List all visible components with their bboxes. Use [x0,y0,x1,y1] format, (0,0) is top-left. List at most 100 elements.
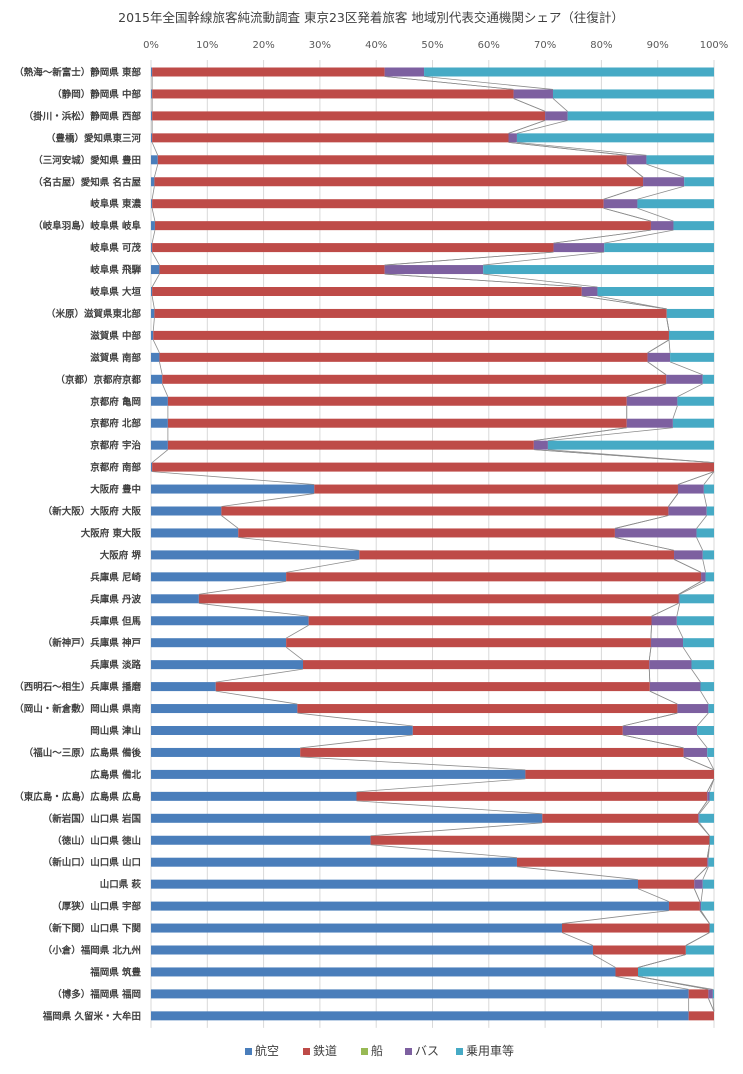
series-line [151,208,156,222]
bar-segment [553,243,605,253]
bar-segment [152,111,546,121]
series-line [516,866,639,881]
series-line [370,844,517,859]
bar-segment [151,1011,689,1021]
series-line [676,603,681,617]
series-line [597,295,667,310]
bar-segment [707,791,710,801]
bar-segment [592,945,686,955]
bar-segment [159,352,648,362]
bar-segment [151,857,517,867]
x-tick-label: 100% [700,40,729,51]
series-line [691,668,701,683]
bar-segment [314,484,678,494]
series-line [286,559,360,573]
bar-segment [533,440,548,450]
bar-segment [597,287,714,296]
bar-segment [705,572,714,582]
series-line [513,98,546,112]
series-line [151,186,155,200]
bar-segment [684,177,714,187]
bar-segment [668,506,707,516]
series-line [648,647,652,661]
category-label: （福山～三原）広島県 備後 [24,747,142,759]
legend-swatch [456,1048,463,1055]
bar-segment [238,528,615,538]
bar-segment [151,111,153,121]
bar-segment [151,352,160,362]
category-label: （博多）福岡県 福岡 [52,988,141,1000]
bar-segment [626,396,678,406]
bar-segment [668,330,714,340]
series-line [676,625,684,639]
bar-segment [151,133,153,143]
series-line [649,690,678,705]
bar-segment [151,265,160,275]
series-line [648,669,651,683]
category-label: 広島県 備北 [90,769,141,781]
x-tick-label: 70% [534,40,556,51]
bar-segment [151,835,371,845]
bar-segment [677,484,704,494]
series-line [384,251,554,266]
x-tick-label: 30% [309,40,331,51]
bar-segment [646,155,714,165]
series-line [285,624,309,639]
bar-segment [697,726,714,735]
series-line [285,646,304,661]
series-line [673,559,702,573]
category-label: （岡山・新倉敷）岡山県 県南 [14,703,141,715]
bar-segment [157,155,627,165]
bar-segment [702,374,714,384]
category-label: （熱海～新富士）静岡県 東部 [14,67,141,79]
x-tick-label: 0% [143,40,159,51]
bar-segment [151,177,155,187]
series-line [647,339,670,354]
series-line [300,756,526,771]
bar-segment [167,396,627,406]
bar-segment [552,89,714,99]
series-line [356,800,543,815]
bar-segment [151,528,239,538]
category-label: 大阪府 豊中 [90,484,141,496]
legend: 航空 鉄道 船 バス 乗用車等 [245,1043,514,1058]
bar-segment [370,835,710,845]
bar-segment [516,857,708,867]
bar-segment [637,967,714,977]
x-tick-label: 50% [421,40,443,51]
bar-segment [637,879,695,889]
category-label: （静岡）静岡県 中部 [52,88,141,100]
bar-segment [151,638,287,648]
legend-label: 航空 [255,1043,279,1058]
category-label: （米原）滋賀県東北部 [46,308,142,320]
bar-segment [356,791,708,801]
series-line [699,800,710,815]
series-line [152,339,160,354]
bar-segment [167,440,534,450]
series-line [682,646,692,661]
series-line [672,405,678,419]
bar-segment [151,901,669,911]
bar-segment [649,660,692,670]
category-label: 福岡県 久留米・大牟田 [42,1010,141,1022]
bar-segment [516,133,714,143]
bar-segment [151,791,357,801]
category-label: （掛川・浜松）静岡県 西部 [24,110,142,122]
legend-swatch [245,1048,252,1055]
bar-segment [679,594,714,604]
bar-segment [700,682,714,692]
series-line [603,207,652,222]
bar-segment [604,243,714,253]
category-label: 福岡県 筑豊 [89,966,141,978]
bar-segment [151,616,309,626]
bar-segment [626,418,673,428]
category-label: 岐阜県 大垣 [90,286,141,298]
legend-label: バス [415,1044,439,1058]
bar-segment [159,265,385,275]
bar-segment [581,287,598,296]
bar-segment [384,265,484,275]
series-line [696,515,707,529]
bar-segment [513,89,553,99]
bar-segment [678,594,680,604]
legend-label: 船 [371,1044,383,1058]
